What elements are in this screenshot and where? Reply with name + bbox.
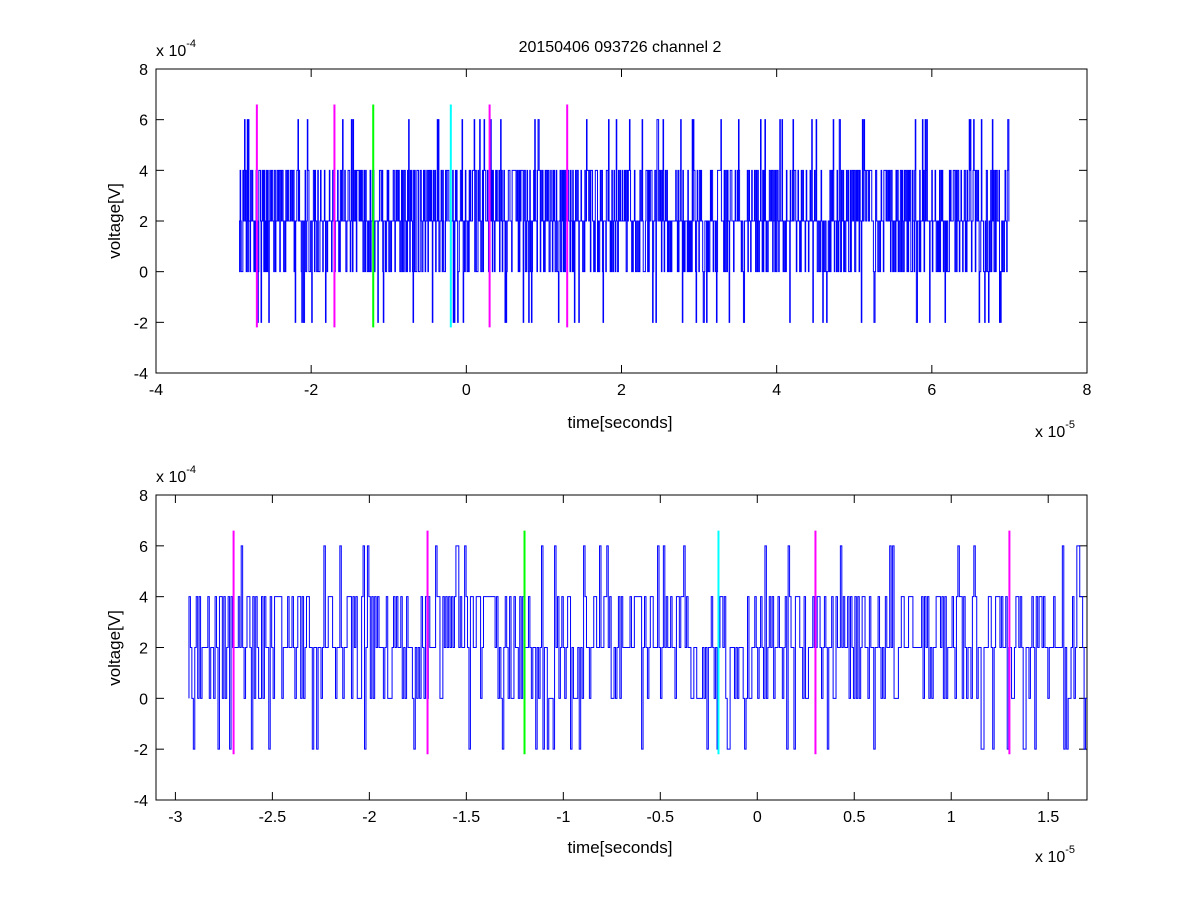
x-tick-label: -1.5 [453,809,481,826]
bottom-plot-xlabel: time[seconds] [568,838,673,857]
x-tick-label: 0 [462,382,471,399]
y-tick-label: 6 [139,113,148,130]
x-tick-label: -2 [362,809,376,826]
x-tick-label: -1 [556,809,570,826]
top-plot: -4 -2 0 2 4 6 8 -4 -2 0 2 4 6 8 time[seconds] voltage… [105,38,1092,441]
x-tick-label: -0.5 [647,809,675,826]
y-tick-label: 6 [139,539,148,556]
x-tick-label: -4 [149,382,163,399]
x-tick-label: 2 [617,382,626,399]
bottom-plot-signal [188,545,1087,750]
top-plot-ylabel: voltage[V] [105,183,124,259]
top-plot-x-exponent: x 10-5 [1035,419,1075,441]
signal-trace [239,119,1010,323]
bottom-plot: -3 -2.5 -2 -1.5 -1 -0.5 0 0.5 1 1.5 -4 -2 0 2 4 6 8 time… [105,464,1088,866]
top-plot-signal [239,119,1010,323]
y-tick-label: 2 [139,641,148,658]
top-plot-markers [255,104,569,328]
top-plot-ticks: -4 -2 0 2 4 6 8 -4 -2 0 2 4 6 8 [134,62,1092,399]
x-tick-label: 0 [753,809,762,826]
y-tick-label: -4 [134,793,148,810]
x-tick-label: -2 [304,382,318,399]
y-tick-label: 4 [139,590,148,607]
y-tick-label: 0 [139,265,148,282]
bottom-plot-y-exponent: x 10-4 [156,464,196,486]
x-tick-label: 1 [947,809,956,826]
y-tick-label: -2 [134,315,148,332]
y-tick-label: 0 [139,691,148,708]
bottom-plot-x-exponent: x 10-5 [1035,844,1075,866]
bottom-plot-markers [232,530,1011,755]
x-tick-label: 6 [927,382,936,399]
x-tick-label: -3 [168,809,182,826]
top-plot-xlabel: time[seconds] [568,413,673,432]
x-tick-label: -2.5 [259,809,287,826]
chart-title: 20150406 093726 channel 2 [519,39,722,56]
y-tick-label: 8 [139,488,148,505]
y-tick-label: -4 [134,366,148,383]
y-tick-label: -2 [134,742,148,759]
x-tick-label: 0.5 [843,809,865,826]
y-tick-label: 2 [139,214,148,231]
x-tick-label: 1.5 [1037,809,1059,826]
bottom-plot-ylabel: voltage[V] [105,610,124,686]
x-tick-label: 8 [1083,382,1092,399]
signal-trace [188,545,1087,750]
y-tick-label: 8 [139,62,148,79]
x-tick-label: 4 [772,382,781,399]
bottom-plot-ticks: -3 -2.5 -2 -1.5 -1 -0.5 0 0.5 1 1.5 -4 -2 0 2 4 6 8 [134,488,1087,826]
top-plot-y-exponent: x 10-4 [156,38,196,60]
y-tick-label: 4 [139,163,148,180]
